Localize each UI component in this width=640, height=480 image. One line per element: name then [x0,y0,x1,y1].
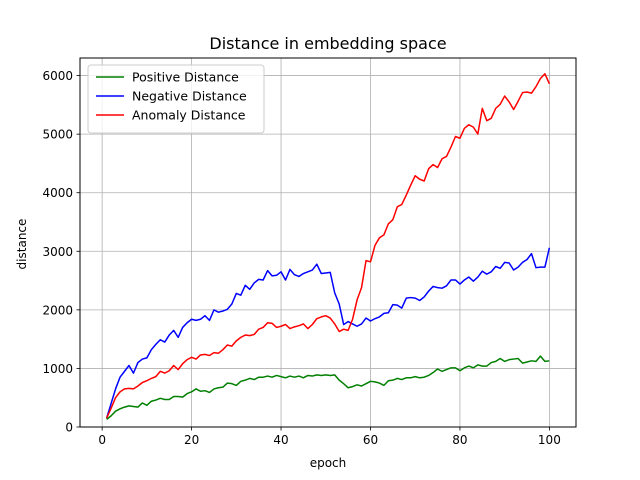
x-tick-label: 80 [452,433,467,447]
y-tick-label: 3000 [42,245,73,259]
y-tick-label: 0 [65,421,73,435]
legend: Positive Distance Negative Distance Anomal… [87,64,265,134]
chart-title: Distance in embedding space [209,34,446,53]
y-tick-label: 4000 [42,186,73,200]
series-lines [105,73,551,420]
x-tick-label: 0 [98,433,106,447]
legend-box [87,64,265,134]
plot-frame [79,57,577,428]
y-tick-label: 1000 [42,362,73,376]
negative-distance-line [105,247,551,419]
legend-label-negative-distance: Negative Distance [132,89,247,104]
y-tick-label: 5000 [42,128,73,142]
x-axis-label: epoch [310,456,347,470]
anomaly-distance-line [105,73,551,419]
x-tick-label: 40 [273,433,288,447]
y-tick-label: 6000 [42,69,73,83]
legend-label-anomaly-distance: Anomaly Distance [132,108,246,123]
x-tick-label: 60 [363,433,378,447]
x-tick-label: 100 [538,433,561,447]
legend-label-positive-distance: Positive Distance [132,70,239,85]
y-axis-label: distance [15,219,29,270]
x-tick-label: 20 [184,433,199,447]
positive-distance-line [106,355,550,420]
y-tick-label: 2000 [42,303,73,317]
grid [80,58,576,428]
